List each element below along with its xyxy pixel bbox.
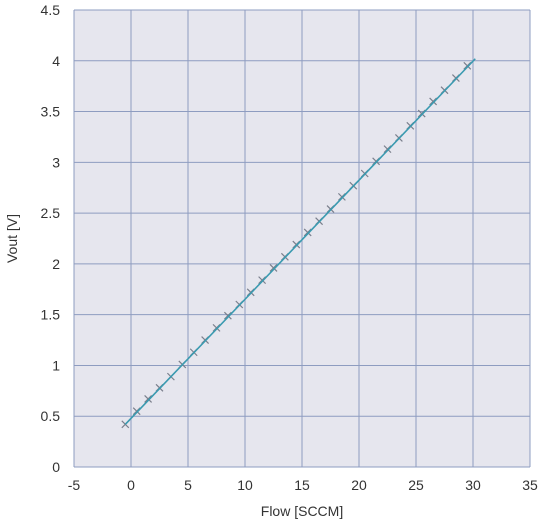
data-point-stroke	[258, 276, 267, 285]
data-point-stroke	[303, 228, 312, 237]
data-point-stroke	[132, 407, 141, 416]
x-tick-label: 5	[184, 477, 192, 493]
x-tick-label: 15	[294, 477, 310, 493]
y-axis-title: Vout [V]	[4, 214, 20, 263]
x-tick-label: -5	[68, 477, 81, 493]
grid	[73, 9, 531, 468]
data-point	[429, 97, 438, 106]
data-point-stroke	[429, 97, 438, 106]
y-tick-label: 1.5	[41, 307, 61, 323]
data-point	[132, 407, 141, 416]
x-tick-label: 0	[127, 477, 135, 493]
y-tick-label: 2.5	[41, 205, 61, 221]
x-tick-label: 25	[408, 477, 424, 493]
x-tick-label: 35	[522, 477, 538, 493]
tick-labels: -5 0 5 10 15 20 25 30 35 0 0.5 1 1.5 2 2.5 3 3.5 4 4.5	[41, 2, 538, 493]
y-tick-label: 0	[52, 459, 60, 475]
fit-line-group	[124, 58, 476, 425]
y-tick-label: 1	[52, 357, 60, 373]
data-point	[223, 311, 232, 320]
y-tick-label: 2	[52, 256, 60, 272]
fit-line	[124, 58, 476, 425]
data-point	[258, 276, 267, 285]
x-tick-label: 10	[237, 477, 253, 493]
x-tick-label: 20	[351, 477, 367, 493]
y-tick-label: 4	[52, 53, 60, 69]
y-tick-label: 4.5	[41, 2, 61, 18]
data-point	[303, 228, 312, 237]
data-point	[144, 395, 153, 403]
data-point-stroke	[383, 145, 392, 154]
data-point	[383, 145, 392, 154]
data-point-stroke	[269, 264, 278, 272]
x-axis-title: Flow [SCCM]	[261, 503, 343, 519]
y-tick-label: 3	[52, 154, 60, 170]
data-point	[269, 264, 278, 272]
y-tick-label: 3.5	[41, 104, 61, 120]
y-tick-label: 0.5	[41, 408, 61, 424]
data-point-stroke	[144, 395, 153, 403]
data-point-stroke	[223, 311, 232, 320]
x-tick-label: 30	[465, 477, 481, 493]
